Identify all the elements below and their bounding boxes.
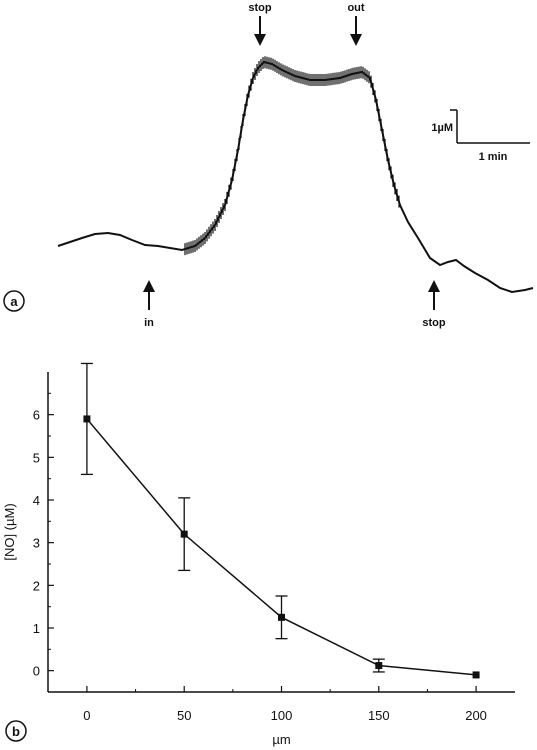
scale-bar: 1µM 1 min bbox=[431, 109, 530, 163]
panel-b-label: b bbox=[5, 720, 27, 742]
x-tick-label: 200 bbox=[465, 708, 487, 723]
arrow-out: out bbox=[347, 2, 365, 46]
arrow-label-in: in bbox=[144, 317, 154, 329]
data-point bbox=[83, 415, 91, 423]
axes-b: 0 1 2 3 4 5 6 0 50 100 150 200 bbox=[33, 372, 515, 723]
svg-text:b: b bbox=[12, 724, 20, 739]
data-point bbox=[278, 613, 285, 621]
scale-bar-x-label: 1 min bbox=[479, 151, 508, 163]
y-tick-label: 5 bbox=[33, 450, 40, 465]
marks-b bbox=[80, 362, 480, 679]
y-tick-label: 3 bbox=[33, 536, 40, 551]
scale-bar-y-label: 1µM bbox=[431, 122, 453, 134]
y-tick-label: 1 bbox=[33, 621, 40, 636]
arrow-label-stop-top: stop bbox=[248, 2, 272, 14]
x-tick-label: 0 bbox=[83, 708, 90, 723]
data-point bbox=[375, 662, 383, 670]
panel-a: stop out in stop 1µM 1 min a bbox=[3, 2, 534, 329]
data-point bbox=[472, 671, 480, 679]
y-axis-label: [NO] (µM) bbox=[2, 503, 17, 560]
y-tick-label: 2 bbox=[33, 578, 40, 593]
y-tick-label: 6 bbox=[33, 408, 40, 423]
arrow-label-out: out bbox=[347, 2, 364, 14]
arrow-label-stop-bottom: stop bbox=[422, 317, 446, 329]
y-tick-label: 4 bbox=[33, 493, 40, 508]
panel-a-label: a bbox=[3, 290, 25, 312]
x-tick-label: 50 bbox=[177, 708, 191, 723]
arrow-stop-top: stop bbox=[248, 2, 272, 46]
x-axis-label: µm bbox=[272, 732, 290, 747]
data-point bbox=[180, 530, 188, 538]
no-trace bbox=[57, 60, 534, 294]
arrow-stop-bottom: stop bbox=[422, 280, 446, 329]
x-tick-label: 150 bbox=[368, 708, 390, 723]
x-tick-label: 100 bbox=[271, 708, 293, 723]
panel-b: 0 1 2 3 4 5 6 0 50 100 150 200 µm [NO] (µM) b bbox=[2, 362, 515, 747]
svg-text:a: a bbox=[10, 294, 18, 309]
no-trace-noise bbox=[184, 56, 400, 256]
arrow-in: in bbox=[143, 280, 155, 329]
y-tick-label: 0 bbox=[33, 664, 40, 679]
